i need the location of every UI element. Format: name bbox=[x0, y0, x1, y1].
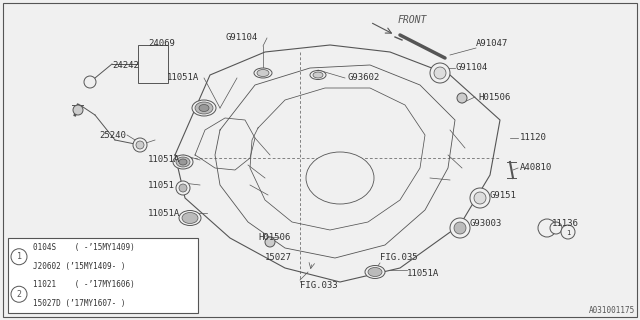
Text: 0104S    ( -’15MY1409): 0104S ( -’15MY1409) bbox=[33, 243, 135, 252]
Text: J20602 (’15MY1409- ): J20602 (’15MY1409- ) bbox=[33, 262, 125, 271]
Bar bbox=[138, 45, 168, 83]
Ellipse shape bbox=[182, 212, 198, 223]
Text: 15027: 15027 bbox=[265, 252, 292, 261]
Text: G91104: G91104 bbox=[225, 34, 257, 43]
Text: 1: 1 bbox=[566, 230, 570, 236]
Circle shape bbox=[430, 63, 450, 83]
Text: H01506: H01506 bbox=[258, 234, 291, 243]
Text: A91047: A91047 bbox=[476, 38, 508, 47]
Circle shape bbox=[434, 67, 446, 79]
Text: G93602: G93602 bbox=[348, 74, 380, 83]
Ellipse shape bbox=[368, 268, 382, 276]
Circle shape bbox=[550, 222, 562, 234]
Text: 11051A: 11051A bbox=[407, 269, 439, 278]
Circle shape bbox=[84, 76, 96, 88]
Ellipse shape bbox=[199, 105, 209, 111]
Ellipse shape bbox=[179, 211, 201, 226]
Text: FIG.033: FIG.033 bbox=[300, 281, 338, 290]
Text: 11051A: 11051A bbox=[148, 209, 180, 218]
Circle shape bbox=[136, 141, 144, 149]
Ellipse shape bbox=[365, 266, 385, 278]
Text: FRONT: FRONT bbox=[398, 15, 428, 25]
Text: A031001175: A031001175 bbox=[589, 306, 635, 315]
Circle shape bbox=[133, 138, 147, 152]
Text: A40810: A40810 bbox=[520, 164, 552, 172]
Text: 24069: 24069 bbox=[148, 38, 175, 47]
Ellipse shape bbox=[179, 159, 187, 165]
Ellipse shape bbox=[195, 102, 213, 114]
Ellipse shape bbox=[306, 152, 374, 204]
Circle shape bbox=[176, 181, 190, 195]
Circle shape bbox=[470, 188, 490, 208]
Text: 24242: 24242 bbox=[112, 60, 139, 69]
Circle shape bbox=[454, 222, 466, 234]
Text: 15027D (’17MY1607- ): 15027D (’17MY1607- ) bbox=[33, 299, 125, 308]
Ellipse shape bbox=[254, 68, 272, 78]
Text: 11051A: 11051A bbox=[148, 156, 180, 164]
Circle shape bbox=[474, 192, 486, 204]
Text: 11120: 11120 bbox=[520, 133, 547, 142]
Bar bbox=[8, 238, 198, 313]
Text: G9151: G9151 bbox=[490, 190, 517, 199]
Circle shape bbox=[265, 237, 275, 247]
Ellipse shape bbox=[310, 70, 326, 79]
Text: FIG.035: FIG.035 bbox=[380, 253, 418, 262]
Ellipse shape bbox=[313, 72, 323, 78]
Circle shape bbox=[73, 105, 83, 115]
Ellipse shape bbox=[257, 69, 269, 76]
Circle shape bbox=[538, 219, 556, 237]
Circle shape bbox=[179, 184, 187, 192]
Text: 25240: 25240 bbox=[99, 131, 126, 140]
Circle shape bbox=[561, 225, 575, 239]
Text: 11021    ( -’17MY1606): 11021 ( -’17MY1606) bbox=[33, 280, 135, 289]
Circle shape bbox=[457, 93, 467, 103]
Text: 11051A: 11051A bbox=[167, 74, 199, 83]
Text: 11136: 11136 bbox=[552, 219, 579, 228]
Text: H01506: H01506 bbox=[478, 92, 510, 101]
Text: G91104: G91104 bbox=[455, 63, 487, 73]
Text: G93003: G93003 bbox=[470, 219, 502, 228]
Ellipse shape bbox=[176, 157, 190, 167]
Circle shape bbox=[450, 218, 470, 238]
Text: 2: 2 bbox=[17, 290, 22, 299]
Text: 1: 1 bbox=[17, 252, 22, 261]
Ellipse shape bbox=[192, 100, 216, 116]
Ellipse shape bbox=[173, 155, 193, 169]
Text: 11051: 11051 bbox=[148, 180, 175, 189]
